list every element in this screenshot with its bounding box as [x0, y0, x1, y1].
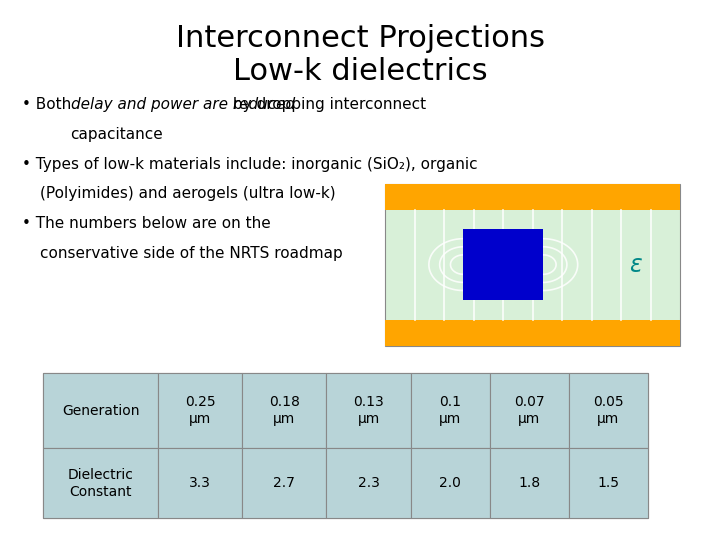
- Text: delay and power are reduced: delay and power are reduced: [71, 97, 294, 112]
- Text: 2.3: 2.3: [358, 476, 379, 490]
- Bar: [490, 373, 569, 448]
- Bar: [326, 373, 410, 448]
- Text: 3.3: 3.3: [189, 476, 211, 490]
- Text: 0.07
μm: 0.07 μm: [514, 395, 544, 426]
- Bar: [43, 373, 158, 448]
- Text: conservative side of the NRTS roadmap: conservative side of the NRTS roadmap: [40, 246, 342, 261]
- Text: $\varepsilon$: $\varepsilon$: [629, 253, 643, 276]
- Bar: [569, 373, 648, 448]
- Bar: [385, 184, 680, 210]
- Text: Generation: Generation: [62, 403, 139, 417]
- Text: Low-k dielectrics: Low-k dielectrics: [233, 57, 487, 86]
- Bar: [242, 373, 326, 448]
- Text: • Both: • Both: [22, 97, 76, 112]
- Text: capacitance: capacitance: [71, 127, 163, 142]
- Text: • Types of low-k materials include: inorganic (SiO₂), organic: • Types of low-k materials include: inor…: [22, 157, 477, 172]
- Text: 0.1
μm: 0.1 μm: [439, 395, 462, 426]
- Bar: [158, 373, 242, 448]
- Bar: [490, 448, 569, 518]
- Bar: [158, 448, 242, 518]
- Text: 0.13
μm: 0.13 μm: [353, 395, 384, 426]
- Bar: [569, 448, 648, 518]
- Text: 0.05
μm: 0.05 μm: [593, 395, 624, 426]
- Bar: [464, 229, 543, 300]
- Bar: [410, 448, 490, 518]
- Text: • The numbers below are on the: • The numbers below are on the: [22, 216, 270, 231]
- Text: 2.7: 2.7: [274, 476, 295, 490]
- Bar: [410, 373, 490, 448]
- Bar: [242, 448, 326, 518]
- Text: 0.18
μm: 0.18 μm: [269, 395, 300, 426]
- Text: 2.0: 2.0: [439, 476, 461, 490]
- Text: Interconnect Projections: Interconnect Projections: [176, 24, 544, 53]
- Bar: [43, 373, 648, 518]
- Text: Dielectric
Constant: Dielectric Constant: [68, 468, 133, 498]
- Bar: [385, 320, 680, 346]
- Text: by dropping interconnect: by dropping interconnect: [228, 97, 426, 112]
- Bar: [326, 448, 410, 518]
- Text: (Polyimides) and aerogels (ultra low-k): (Polyimides) and aerogels (ultra low-k): [40, 186, 336, 201]
- Bar: [385, 184, 680, 346]
- Text: 1.5: 1.5: [598, 476, 619, 490]
- Bar: [43, 448, 158, 518]
- Text: 0.25
μm: 0.25 μm: [184, 395, 215, 426]
- Text: 1.8: 1.8: [518, 476, 541, 490]
